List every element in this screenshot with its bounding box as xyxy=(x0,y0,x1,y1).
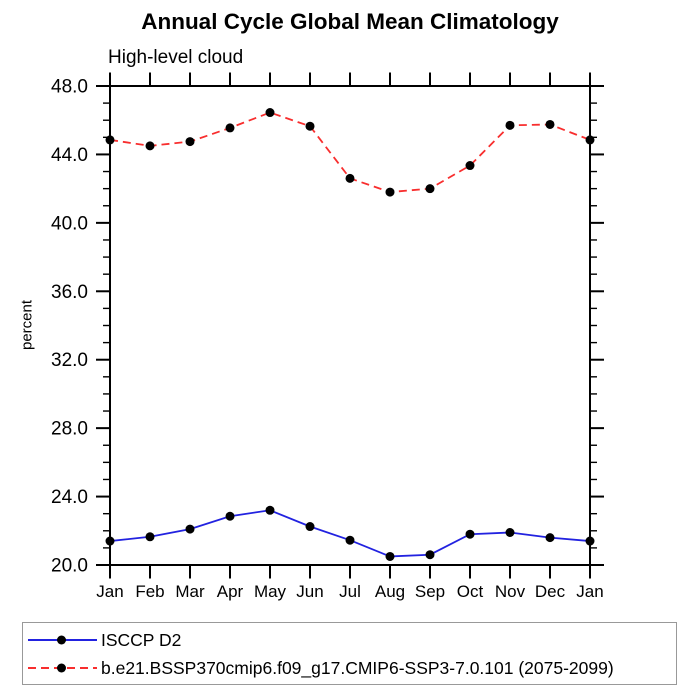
axis-frame xyxy=(109,85,591,566)
legend-swatch-solid xyxy=(28,635,97,645)
x-tick-label: Jan xyxy=(576,582,603,601)
legend-marker-0 xyxy=(57,635,66,645)
x-tick-label: Dec xyxy=(535,582,566,601)
series-marker-1 xyxy=(585,135,595,145)
series-marker-0 xyxy=(265,505,275,515)
x-tick-label: Nov xyxy=(495,582,526,601)
series-line-0 xyxy=(109,509,591,558)
y-tick-label: 24.0 xyxy=(51,487,88,508)
x-tick-label: Aug xyxy=(375,582,405,601)
x-tick-label: Apr xyxy=(217,582,244,601)
x-tick-label: Feb xyxy=(135,582,164,601)
series-marker-0 xyxy=(505,527,515,537)
series-marker-0 xyxy=(145,532,155,542)
series-marker-1 xyxy=(305,121,315,131)
x-tick-label: Sep xyxy=(415,582,445,601)
legend: ISCCP D2 b.e21.BSSP370cmip6.f09_g17.CMIP… xyxy=(22,622,677,685)
series-marker-0 xyxy=(385,551,395,561)
x-tick-label: Oct xyxy=(457,582,484,601)
y-tick-label: 44.0 xyxy=(51,145,88,166)
series-marker-0 xyxy=(305,522,315,532)
x-tick-label: Jul xyxy=(339,582,361,601)
x-tick-label: May xyxy=(254,582,287,601)
series-marker-0 xyxy=(545,533,555,543)
series-marker-1 xyxy=(145,141,155,151)
y-tick-label: 48.0 xyxy=(51,77,88,98)
y-tick-label: 32.0 xyxy=(51,350,88,371)
series-marker-0 xyxy=(425,550,435,560)
chart-subtitle: High-level cloud xyxy=(108,47,244,68)
series-marker-1 xyxy=(545,119,555,129)
legend-swatch-dashed xyxy=(28,663,97,673)
series-marker-1 xyxy=(385,187,395,197)
series-marker-0 xyxy=(105,536,115,546)
series-marker-0 xyxy=(345,535,355,545)
legend-marker-1 xyxy=(57,663,66,673)
series-marker-1 xyxy=(185,137,195,147)
series-marker-1 xyxy=(345,173,355,183)
x-tick-label: Mar xyxy=(175,582,205,601)
legend-item-model: b.e21.BSSP370cmip6.f09_g17.CMIP6-SSP3-7.… xyxy=(23,654,676,682)
series-marker-0 xyxy=(225,511,235,521)
series-marker-0 xyxy=(185,524,195,534)
chart-title: Annual Cycle Global Mean Climatology xyxy=(141,9,559,34)
series-marker-1 xyxy=(105,135,115,145)
legend-label-0: ISCCP D2 xyxy=(101,629,182,650)
y-tick-label: 36.0 xyxy=(51,282,88,303)
x-tick-label: Jan xyxy=(96,582,123,601)
series-marker-1 xyxy=(505,120,515,130)
y-tick-label: 20.0 xyxy=(51,556,88,577)
series-marker-1 xyxy=(265,108,275,118)
series-marker-1 xyxy=(225,123,235,133)
series-marker-0 xyxy=(465,529,475,539)
y-tick-label: 40.0 xyxy=(51,213,88,234)
series-marker-1 xyxy=(425,184,435,194)
series-marker-0 xyxy=(585,536,595,546)
x-tick-label: Jun xyxy=(296,582,323,601)
legend-label-1: b.e21.BSSP370cmip6.f09_g17.CMIP6-SSP3-7.… xyxy=(101,657,614,678)
y-tick-label: 28.0 xyxy=(51,419,88,440)
series-marker-1 xyxy=(465,161,475,171)
legend-item-isccp: ISCCP D2 xyxy=(23,626,676,654)
